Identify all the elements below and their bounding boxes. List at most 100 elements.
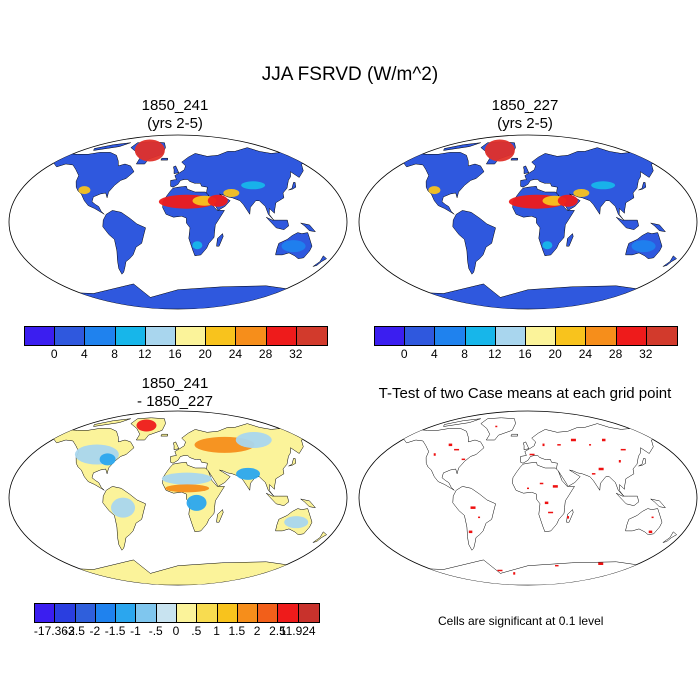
colorbar-bottom-left — [34, 603, 320, 623]
panel-title-line1: 1850_241 — [141, 97, 209, 114]
landmass-iceland — [160, 157, 168, 161]
panel-title-line1: 1850_227 — [491, 97, 559, 114]
colorbar-cell — [435, 327, 466, 345]
significant-cell — [552, 485, 558, 488]
colorbar-label: 16 — [168, 347, 182, 361]
siberia-light — [235, 432, 272, 448]
significant-cell — [542, 443, 545, 447]
significant-cell — [544, 501, 549, 505]
colorbar-top-right — [374, 326, 678, 346]
significant-cell — [591, 473, 596, 475]
colorbar-cell — [176, 604, 198, 622]
colorbar-label: 20 — [548, 347, 562, 361]
colorbar-label: -2 — [89, 624, 101, 638]
colorbar-cell — [35, 604, 56, 622]
landmass-arctic — [93, 418, 131, 427]
significant-cell — [601, 438, 606, 442]
colorbar-label: 1 — [213, 624, 220, 638]
map-land — [399, 417, 678, 585]
australia-mid — [281, 240, 306, 253]
landmass-japan — [638, 458, 647, 467]
landmass-madagascar — [566, 509, 574, 523]
landmass-iceland — [510, 157, 518, 161]
colorbar-cell — [525, 327, 557, 345]
landmass-southAmerica — [102, 210, 146, 275]
sw-us-warm — [428, 186, 441, 195]
significant-cell — [470, 506, 476, 509]
colorbar-cell — [646, 327, 677, 345]
colorbar-cell — [115, 327, 146, 345]
iran-warm — [223, 189, 240, 197]
iran-warm — [573, 189, 590, 197]
significant-cell — [548, 511, 554, 514]
colorbar-cell — [175, 327, 207, 345]
landmass-arctic — [93, 142, 131, 151]
colorbar-cell — [25, 327, 56, 345]
significant-cell — [633, 566, 636, 569]
colorbar-boxes — [374, 326, 678, 346]
colorbar-cell — [616, 327, 647, 345]
significant-cell — [497, 569, 503, 572]
colorbar-label: 2.5 — [269, 624, 286, 638]
colorbar-cell — [296, 327, 327, 345]
landmass-arctic — [443, 142, 481, 151]
significant-cell — [495, 425, 498, 428]
colorbar-label: 32 — [289, 347, 303, 361]
panel-title-line2: - 1850_227 — [137, 393, 213, 410]
significant-cell — [448, 443, 453, 447]
tibet-light — [591, 181, 616, 190]
kalahari-light — [192, 241, 203, 250]
landmass-madagascar — [216, 233, 224, 247]
colorbar-cell — [236, 327, 267, 345]
significant-cell — [461, 458, 466, 461]
landmass-newGuinea — [650, 498, 667, 509]
colorbar-bottom-left-labels: -17.363 -2.5 -2 -1.5 -1 -.5 0 .5 1 1.5 2 2.5 11.924 — [34, 624, 318, 638]
map-bottom-right — [358, 410, 698, 586]
colorbar-label: -17.363 — [33, 624, 75, 638]
landmass-newGuinea — [300, 222, 317, 233]
figure-title: JJA FSRVD (W/m^2) — [261, 64, 439, 85]
landmass-newGuinea — [300, 498, 317, 509]
colorbar-top-right-labels: 0 4 8 12 16 20 24 28 32 — [374, 347, 676, 361]
congo-blue — [186, 494, 207, 511]
colorbar-cell — [556, 327, 587, 345]
landmass-indonesia — [616, 216, 639, 230]
panel-title-bottom-right: T-Test of two Case means at each grid po… — [378, 385, 672, 402]
colorbar-top-left — [24, 326, 328, 346]
na-blue — [99, 453, 116, 466]
landmass-newZealand — [312, 255, 328, 267]
colorbar-label: 2 — [253, 624, 261, 638]
significant-cell — [419, 566, 423, 569]
colorbar-cell — [156, 604, 177, 622]
significant-cell — [527, 487, 529, 490]
colorbar-label: -1.5 — [104, 624, 126, 638]
significant-cell — [468, 530, 473, 534]
landmass-greenland — [480, 417, 516, 441]
arabia-hot — [557, 194, 578, 207]
significant-cell — [648, 530, 653, 534]
landmass-japan — [638, 182, 647, 191]
colorbar-label: -.5 — [148, 624, 163, 638]
significant-cell — [620, 448, 626, 451]
colorbar-cell — [405, 327, 436, 345]
greenland-red — [136, 419, 157, 432]
landmass-northAmerica — [403, 152, 485, 215]
significant-cell — [478, 516, 481, 519]
colorbar-cell — [237, 604, 259, 622]
landmass-newZealand — [312, 531, 328, 543]
arabia-hot — [207, 194, 228, 207]
panel-title-top-right: 1850_227 (yrs 2-5) — [425, 97, 625, 133]
australia-mid — [631, 240, 656, 253]
australia-light — [284, 516, 309, 529]
colorbar-label: 0 — [400, 347, 408, 361]
colorbar-label: 12 — [138, 347, 152, 361]
significant-cell — [618, 460, 621, 463]
landmass-madagascar — [216, 509, 224, 523]
landmass-southAmerica — [452, 486, 496, 551]
colorbar-label: 8 — [111, 347, 118, 361]
sa-light — [111, 497, 136, 518]
kalahari-light — [542, 241, 553, 250]
significant-cell — [598, 467, 604, 471]
colorbar-label: 4 — [431, 347, 438, 361]
colorbar-label: 0 — [172, 624, 180, 638]
